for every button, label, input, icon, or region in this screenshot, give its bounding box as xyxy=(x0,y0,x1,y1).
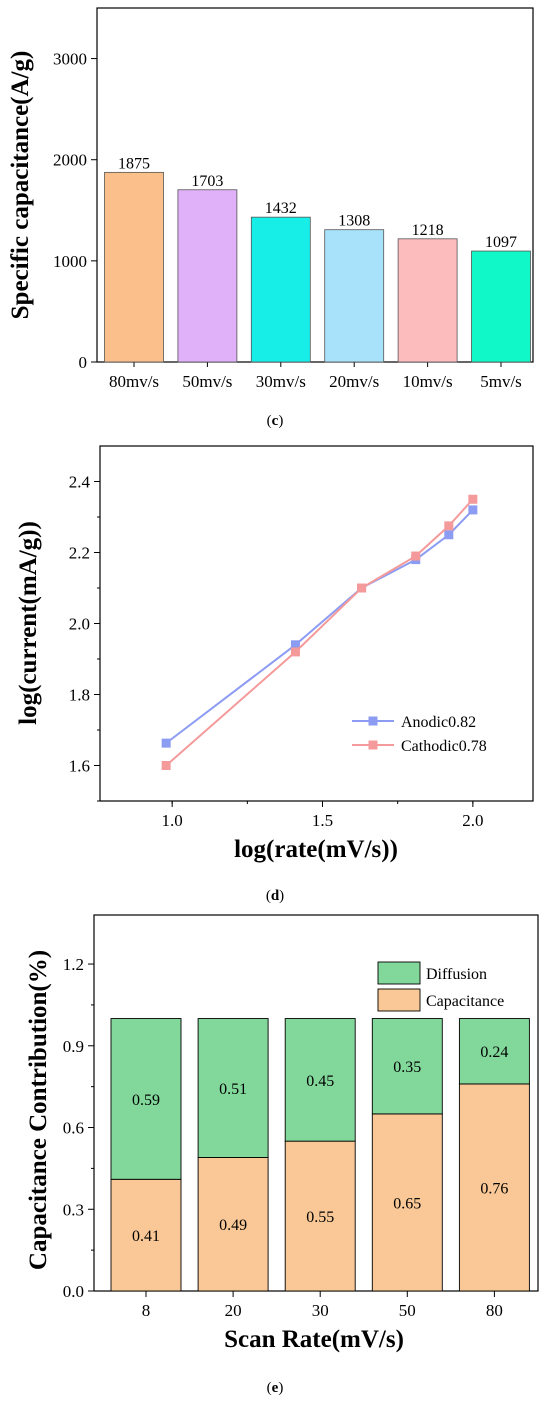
panel-e-x-tick-label: 80 xyxy=(486,1301,503,1320)
panel-c-bar xyxy=(324,229,385,363)
panel-e-bar-segment xyxy=(110,1018,182,1180)
panel-c-bar xyxy=(104,171,164,363)
panel-d-caption: (d) xyxy=(266,888,284,904)
panel-c-bar xyxy=(250,216,311,363)
panel-e-bar-segment xyxy=(197,1157,269,1292)
panel-d-y-tick-label: 1.8 xyxy=(69,686,90,705)
panel-c-y-axis-label: Specific capacitance(A/g) xyxy=(7,51,34,320)
panel-e-bar-segment xyxy=(110,1178,182,1292)
panel-e-y-axis-label: Capacitance Contribution(%) xyxy=(25,950,52,1270)
panel-d-y-tick-label: 2.2 xyxy=(69,544,90,563)
panel-c-x-tick-label: 80mv/s xyxy=(109,372,159,391)
panel-e-data-label: 0.76 xyxy=(480,1180,508,1197)
panel-c-caption: (c) xyxy=(267,413,284,429)
panel-c-y-tick-label: 0 xyxy=(79,353,88,372)
panel-e-x-tick-label: 8 xyxy=(142,1301,151,1320)
panel-e-bar-segment xyxy=(371,1018,443,1115)
panel-d-data-point xyxy=(444,530,454,540)
panel-d-y-tick-label: 2.4 xyxy=(69,473,91,492)
panel-c-data-label: 1308 xyxy=(338,213,370,230)
panel-d-data-point xyxy=(290,640,300,650)
panel-c-data-label: 1432 xyxy=(265,200,297,217)
panel-e-legend-swatch xyxy=(377,961,421,985)
panel-c-y-tick-label: 1000 xyxy=(53,252,87,271)
panel-e-y-tick-label: 0.6 xyxy=(63,1119,84,1138)
panel-d-x-axis-label: log(rate(mV/s)) xyxy=(234,836,398,863)
panel-e-bar-segment xyxy=(458,1083,530,1292)
panel-d-y-tick-label: 2.0 xyxy=(69,615,90,634)
panel-d-data-point xyxy=(468,494,478,504)
panel-e-legend-label: Diffusion xyxy=(426,966,487,983)
panel-d-line-chart: 1.6 1.8 2.0 2.2 2.4 1.0 1.5 2.0 Anodic0.82 Catho… xyxy=(15,445,534,904)
panel-e-bar-segment xyxy=(197,1018,269,1158)
panel-e-legend: Diffusion Capacitance xyxy=(377,961,504,1012)
panel-e-data-label: 0.24 xyxy=(480,1044,508,1061)
panel-e-bar-segment xyxy=(371,1113,443,1292)
panel-e-x-tick-label: 30 xyxy=(312,1301,329,1320)
panel-d-data-point xyxy=(161,761,171,770)
panel-d-y-tick-label: 1.6 xyxy=(69,757,90,776)
panel-d-y-axis-label: log(current(mA/g)) xyxy=(15,521,42,725)
panel-e-y-tick-label: 1.2 xyxy=(63,955,84,974)
panel-d-data-point xyxy=(411,551,421,561)
panel-e-bar-segment xyxy=(458,1018,530,1085)
panel-d-data-point xyxy=(290,647,300,657)
panel-d-x-tick-label: 2.0 xyxy=(462,811,483,830)
panel-e-y-tick-label: 0.9 xyxy=(63,1037,84,1056)
panel-e-data-label: 0.55 xyxy=(306,1209,334,1226)
panel-e-y-tick-label: 0.0 xyxy=(63,1282,84,1301)
panel-e-legend-label: Capacitance xyxy=(426,993,504,1010)
panel-d-data-point xyxy=(357,583,367,593)
panel-c-bar-chart: 0 1000 2000 3000 80mv/s 50mv/s 30mv/s 20mv/s 10m… xyxy=(7,7,534,429)
panel-c-data-label: 1875 xyxy=(118,155,150,172)
panel-c-x-tick-label: 5mv/s xyxy=(480,372,522,391)
panel-e-y-tick-label: 0.3 xyxy=(63,1200,84,1219)
panel-c-x-tick-label: 30mv/s xyxy=(256,372,306,391)
panel-d-legend: Anodic0.82 Cathodic0.78 xyxy=(352,714,487,755)
panel-e-x-tick-label: 20 xyxy=(225,1301,242,1320)
panel-e-data-label: 0.49 xyxy=(219,1217,247,1234)
panel-d-data-point xyxy=(161,738,171,748)
panel-c-x-tick-label: 20mv/s xyxy=(329,372,379,391)
panel-c-y-tick-label: 3000 xyxy=(53,50,87,69)
panel-e-data-label: 0.59 xyxy=(132,1092,160,1109)
panel-c-data-label: 1218 xyxy=(412,222,444,239)
panel-d-legend-marker xyxy=(368,716,378,726)
panel-e-bar-segment xyxy=(284,1018,356,1142)
panel-e-data-label: 0.35 xyxy=(393,1059,421,1076)
panel-e-data-label: 0.45 xyxy=(306,1073,334,1090)
panel-d-data-point xyxy=(444,521,454,531)
panel-e-legend-swatch xyxy=(377,988,421,1012)
panel-d-x-tick-label: 1.5 xyxy=(312,811,333,830)
panel-c-x-tick-label: 50mv/s xyxy=(182,372,232,391)
panel-d-x-tick-label: 1.0 xyxy=(162,811,183,830)
panel-e-x-tick-label: 50 xyxy=(399,1301,416,1320)
panel-d-data-point xyxy=(468,505,478,515)
panel-c-data-label: 1703 xyxy=(191,173,223,190)
panel-e-data-label: 0.51 xyxy=(219,1081,247,1098)
panel-e-stacked-bar-chart: 0.0 0.3 0.6 0.9 1.2 8 20 30 50 80 0.41 0.59 0.49 0.5… xyxy=(25,914,539,1396)
panel-e-bar-segment xyxy=(284,1140,356,1292)
panel-d-legend-marker xyxy=(368,740,378,750)
panel-c-data-label: 1097 xyxy=(485,234,517,251)
panel-c-plot-frame xyxy=(96,7,534,363)
panel-e-data-label: 0.65 xyxy=(393,1195,421,1212)
panel-c-bar xyxy=(177,189,238,363)
panel-e-x-axis-label: Scan Rate(mV/s) xyxy=(224,1326,404,1353)
panel-e-caption: (e) xyxy=(267,1380,284,1396)
panel-d-legend-label: Cathodic0.78 xyxy=(401,738,487,755)
panel-e-data-label: 0.41 xyxy=(132,1228,160,1245)
panel-c-bar xyxy=(397,238,458,363)
panel-c-x-tick-label: 10mv/s xyxy=(403,372,453,391)
panel-d-legend-label: Anodic0.82 xyxy=(401,714,476,731)
panel-c-y-tick-label: 2000 xyxy=(53,151,87,170)
panel-c-bar xyxy=(471,250,531,363)
